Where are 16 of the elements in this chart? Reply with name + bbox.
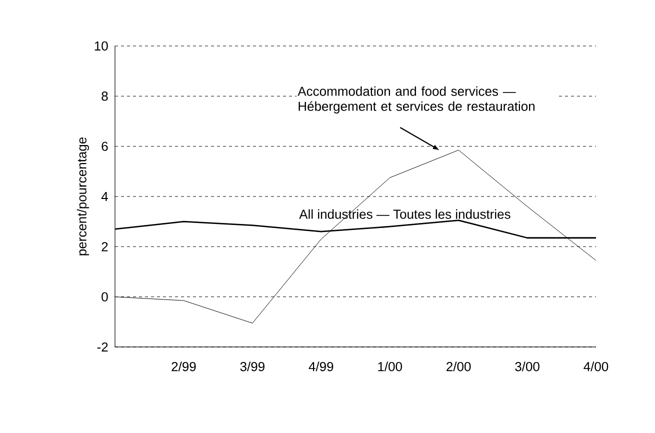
x-tick-label: 4/00: [584, 362, 608, 372]
x-tick-label: 4/99: [308, 362, 334, 372]
y-tick-label: 8: [102, 92, 108, 101]
y-tick-label: 0: [102, 292, 108, 302]
y-tick-label: 10: [94, 41, 108, 51]
x-tick-label: 1/00: [378, 362, 402, 372]
x-tick-label: 2/99: [172, 362, 196, 372]
y-tick-label: 4: [101, 192, 108, 201]
x-tick-label: 3/99: [240, 362, 264, 372]
y-tick-label: 2: [102, 242, 108, 252]
y-tick-label: 6: [102, 142, 108, 151]
x-tick-label: 2/00: [446, 362, 471, 372]
y-tick-label: -2: [97, 342, 108, 352]
text: Accommodation and food services — Hébergement et services de restauration: [298, 86, 534, 114]
x-tick-label: 3/00: [515, 362, 540, 372]
y-axis-title: percent/pourcentage: [76, 137, 90, 256]
